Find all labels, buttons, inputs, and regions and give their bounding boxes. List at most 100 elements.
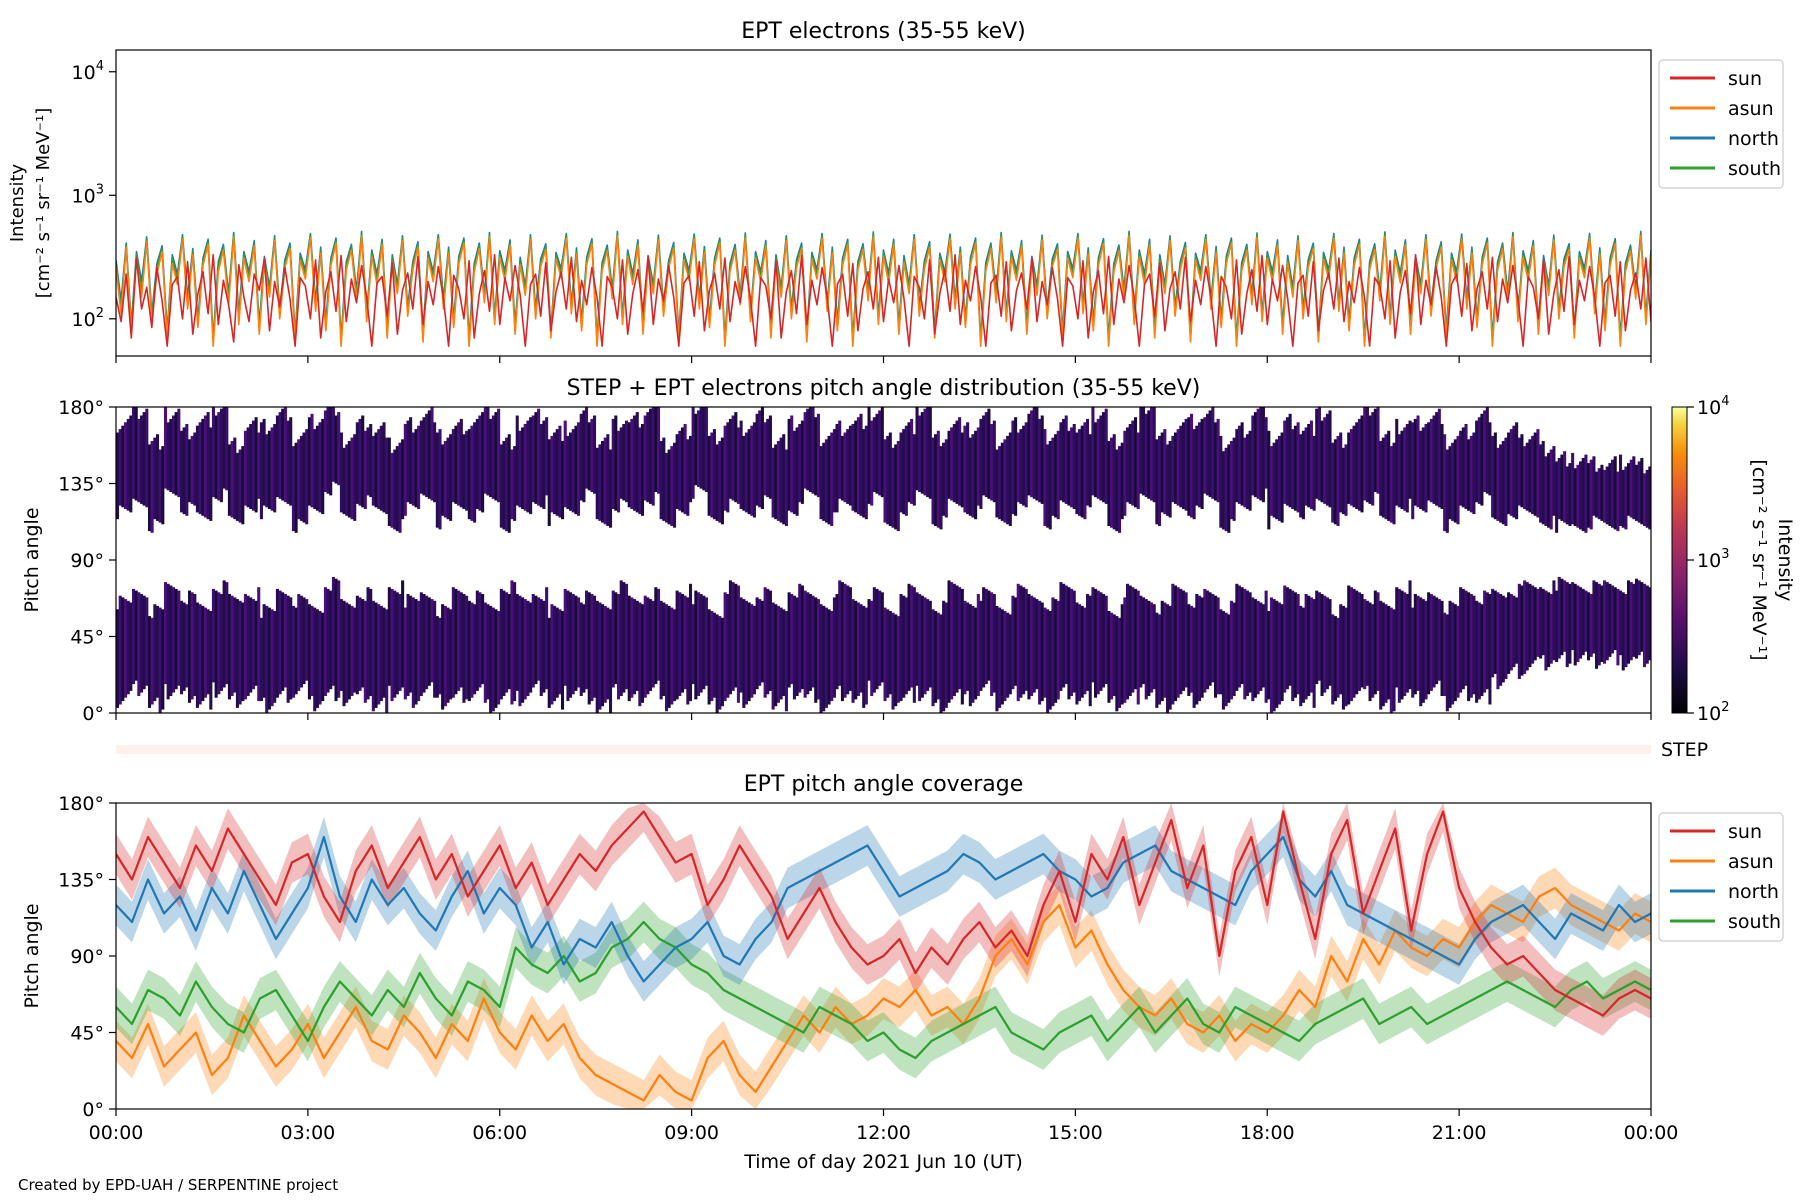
series-line-south — [116, 232, 1651, 343]
heatmap-cell-upper — [824, 439, 828, 523]
heatmap-cell-upper — [848, 425, 852, 506]
heatmap-cell-upper — [1086, 418, 1090, 506]
heatmap-cell-upper — [971, 434, 975, 518]
heatmap-cell-upper — [1062, 418, 1066, 503]
heatmap-cell-lower — [275, 588, 279, 698]
heatmap-cell-upper — [329, 407, 333, 496]
panel-intensity-ylabel-line1: Intensity — [7, 163, 28, 242]
heatmap-cell-upper — [569, 432, 573, 511]
heatmap-cell-lower — [1032, 597, 1036, 693]
heatmap-cell-upper — [792, 430, 796, 515]
heatmap-cell-lower — [934, 611, 938, 703]
heatmap-cell-lower — [142, 595, 146, 690]
heatmap-cell-lower — [1360, 594, 1364, 688]
heatmap-cell-upper — [1152, 407, 1156, 503]
heatmap-cell-lower — [617, 594, 621, 700]
heatmap-cell-lower — [1019, 585, 1023, 698]
heatmap-cell-lower — [1520, 585, 1524, 676]
heatmap-cell-upper — [1541, 441, 1545, 525]
heatmap-cell-lower — [542, 600, 546, 693]
heatmap-cell-lower — [1613, 587, 1617, 651]
heatmap-cell-upper — [686, 439, 690, 516]
heatmap-cell-lower — [795, 597, 799, 696]
heatmap-cell-lower — [262, 604, 266, 698]
colorbar-label-line2: [cm⁻² s⁻¹ sr⁻¹ MeV⁻¹] — [1748, 459, 1770, 660]
heatmap-cell-upper — [1616, 471, 1620, 532]
heatmap-cell-upper — [1027, 413, 1031, 496]
heatmap-cell-lower — [904, 597, 908, 695]
heatmap-cell-lower — [958, 587, 962, 690]
heatmap-cell-upper — [438, 429, 442, 530]
heatmap-cell-upper — [1336, 435, 1340, 526]
heatmap-cell-lower — [1277, 602, 1281, 705]
heatmap-cell-lower — [486, 604, 490, 700]
heatmap-cell-lower — [1379, 600, 1383, 710]
heatmap-cell-upper — [587, 422, 591, 491]
heatmap-cell-lower — [1051, 597, 1055, 707]
heatmap-cell-lower — [614, 592, 618, 685]
heatmap-cell-upper — [345, 444, 349, 516]
legend-coverage-label-north: north — [1728, 881, 1779, 903]
heatmap-cell-lower — [755, 597, 759, 690]
heatmap-cell-upper — [803, 412, 807, 489]
heatmap-cell-lower — [654, 587, 658, 685]
heatmap-cell-upper — [1515, 422, 1519, 520]
heatmap-cell-lower — [771, 602, 775, 710]
heatmap-cell-upper — [1365, 407, 1369, 503]
heatmap-cell-lower — [939, 614, 943, 713]
heatmap-cell-upper — [561, 441, 565, 520]
heatmap-cell-upper — [843, 432, 847, 503]
heatmap-cell-upper — [137, 418, 141, 503]
panel-pad-yticks: 0° 45° 90° 135° 180° — [58, 397, 116, 725]
heatmap-cell-upper — [1405, 424, 1409, 513]
heatmap-cell-lower — [960, 588, 964, 705]
heatmap-cell-lower — [1480, 604, 1484, 696]
heatmap-cell-lower — [966, 602, 970, 691]
heatmap-cell-lower — [1174, 585, 1178, 702]
heatmap-cell-lower — [1120, 604, 1124, 705]
heatmap-cell-upper — [838, 420, 842, 499]
heatmap-cell-lower — [1232, 602, 1236, 696]
heatmap-cell-upper — [331, 407, 335, 482]
heatmap-cell-lower — [734, 583, 738, 688]
heatmap-cell-lower — [353, 607, 357, 693]
panel-pad-heatmap — [116, 407, 1651, 713]
heatmap-cell-upper — [441, 444, 445, 516]
heatmap-cell-upper — [1203, 417, 1207, 494]
heatmap-cell-upper — [1432, 415, 1436, 504]
heatmap-cell-upper — [755, 413, 759, 506]
heatmap-cell-upper — [918, 415, 922, 492]
heatmap-cell-lower — [912, 587, 916, 703]
heatmap-cell-lower — [827, 609, 831, 705]
heatmap-cell-lower — [299, 595, 303, 688]
heatmap-cell-upper — [574, 425, 578, 515]
heatmap-cell-upper — [880, 407, 884, 498]
heatmap-cell-lower — [859, 604, 863, 693]
heatmap-cell-upper — [321, 418, 325, 515]
heatmap-cell-lower — [593, 595, 597, 698]
heatmap-cell-upper — [758, 410, 762, 508]
heatmap-cell-upper — [1200, 418, 1204, 509]
heatmap-cell-lower — [1142, 597, 1146, 685]
heatmap-cell-lower — [1102, 594, 1106, 688]
heatmap-cell-lower — [174, 588, 178, 690]
heatmap-cell-upper — [1413, 418, 1417, 506]
x-tick-label: 00:00 — [1624, 1122, 1679, 1144]
heatmap-cell-lower — [998, 607, 1002, 708]
heatmap-cell-lower — [286, 595, 290, 703]
heatmap-cell-upper — [1227, 444, 1231, 533]
heatmap-cell-lower — [1429, 594, 1433, 691]
heatmap-cell-lower — [992, 594, 996, 693]
heatmap-cell-lower — [406, 594, 410, 696]
heatmap-cell-upper — [1645, 469, 1649, 528]
heatmap-cell-upper — [966, 422, 970, 515]
heatmap-cell-upper — [899, 432, 903, 513]
heatmap-cell-lower — [689, 583, 693, 702]
heatmap-cell-lower — [1440, 600, 1444, 696]
heatmap-cell-upper — [1120, 442, 1124, 520]
heatmap-cell-upper — [1166, 444, 1170, 516]
heatmap-cell-lower — [241, 602, 245, 702]
heatmap-cell-upper — [1024, 422, 1028, 508]
heatmap-cell-upper — [1395, 418, 1399, 506]
heatmap-cell-upper — [523, 424, 527, 511]
